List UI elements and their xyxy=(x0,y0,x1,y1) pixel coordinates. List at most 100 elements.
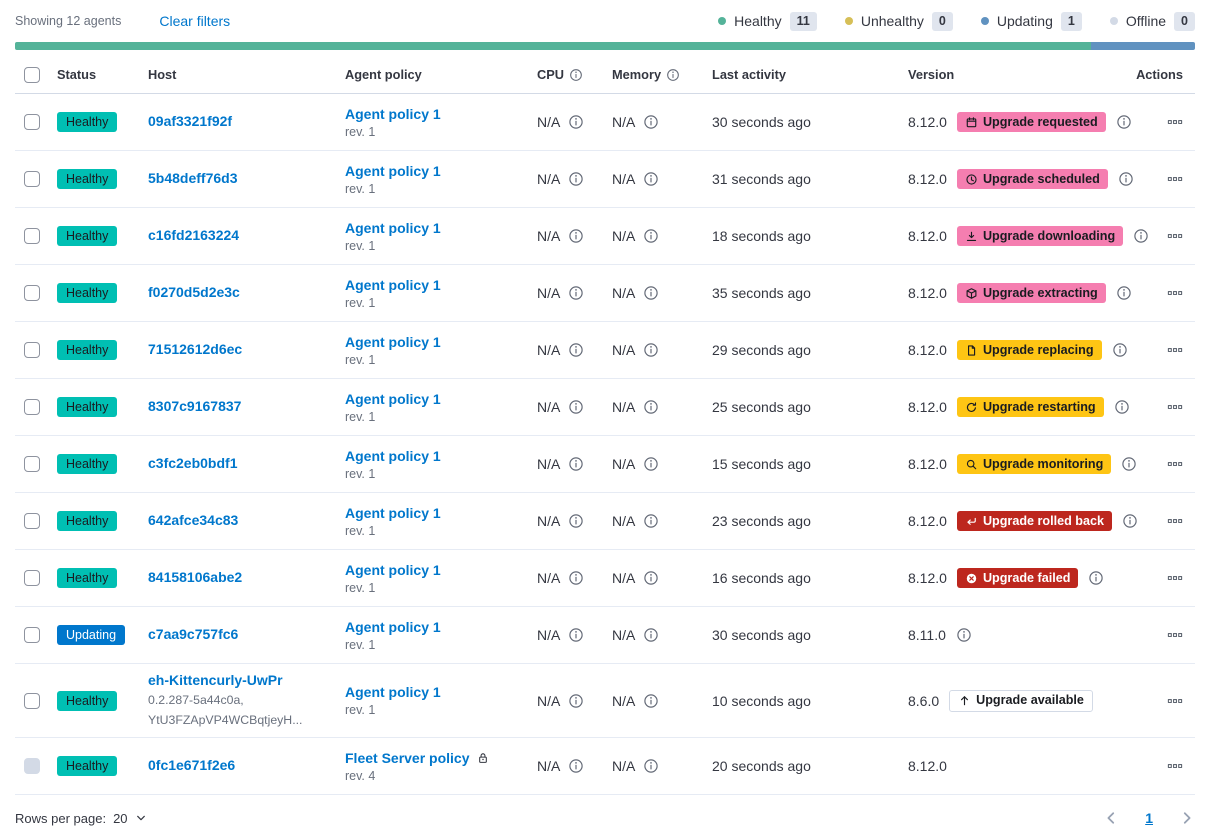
host-link[interactable]: 84158106abe2 xyxy=(148,569,243,585)
info-icon[interactable] xyxy=(956,627,972,643)
info-icon[interactable] xyxy=(568,513,584,529)
row-actions-button[interactable] xyxy=(1167,342,1183,358)
row-checkbox[interactable] xyxy=(24,570,40,586)
agent-policy-link[interactable]: Agent policy 1 xyxy=(345,618,441,635)
info-icon[interactable] xyxy=(643,399,659,415)
row-actions-button[interactable] xyxy=(1167,758,1183,774)
row-actions-button[interactable] xyxy=(1167,456,1183,472)
info-icon[interactable] xyxy=(568,171,584,187)
select-all-checkbox[interactable] xyxy=(24,66,40,83)
agent-policy-link[interactable]: Agent policy 1 xyxy=(345,447,441,464)
info-icon[interactable] xyxy=(643,171,659,187)
previous-page-button[interactable] xyxy=(1103,810,1119,826)
last-activity: 15 seconds ago xyxy=(712,456,811,472)
agent-policy-link[interactable]: Agent policy 1 xyxy=(345,105,441,122)
info-icon[interactable] xyxy=(1122,513,1138,529)
agent-policy-link[interactable]: Agent policy 1 xyxy=(345,390,441,407)
row-checkbox[interactable] xyxy=(24,285,40,301)
info-icon[interactable] xyxy=(643,285,659,301)
info-icon[interactable] xyxy=(643,570,659,586)
row-actions-button[interactable] xyxy=(1167,570,1183,586)
row-actions-button[interactable] xyxy=(1167,627,1183,643)
agent-policy-link[interactable]: Agent policy 1 xyxy=(345,561,441,578)
info-icon[interactable] xyxy=(1114,399,1130,415)
upgrade-status-badge: Upgrade failed xyxy=(956,568,1079,588)
row-checkbox[interactable] xyxy=(24,114,40,130)
row-actions-button[interactable] xyxy=(1167,285,1183,301)
rows-per-page-button[interactable]: Rows per page: 20 xyxy=(15,811,147,826)
host-link[interactable]: 09af3321f92f xyxy=(148,113,233,129)
clear-filters-link[interactable]: Clear filters xyxy=(159,13,231,29)
row-checkbox[interactable] xyxy=(24,456,40,472)
info-icon[interactable] xyxy=(568,693,584,709)
info-icon[interactable] xyxy=(1088,570,1104,586)
host-link[interactable]: f0270d5d2e3c xyxy=(148,284,240,300)
info-icon[interactable] xyxy=(568,570,584,586)
agent-version: 8.11.0 xyxy=(908,627,946,643)
host-link[interactable]: c3fc2eb0bdf1 xyxy=(148,455,238,471)
legend-item-healthy[interactable]: Healthy 11 xyxy=(718,11,817,31)
legend-label: Healthy xyxy=(734,13,782,29)
next-page-button[interactable] xyxy=(1179,810,1195,826)
row-actions-button[interactable] xyxy=(1167,399,1183,415)
info-icon[interactable] xyxy=(568,399,584,415)
legend-item-updating[interactable]: Updating 1 xyxy=(980,11,1082,31)
agent-policy-link[interactable]: Agent policy 1 xyxy=(345,504,441,521)
row-checkbox[interactable] xyxy=(24,627,40,643)
info-icon[interactable] xyxy=(1133,228,1149,244)
host-link[interactable]: 642afce34c83 xyxy=(148,512,239,528)
info-icon[interactable] xyxy=(568,285,584,301)
row-checkbox[interactable] xyxy=(24,692,40,709)
agent-policy-link[interactable]: Agent policy 1 xyxy=(345,162,441,179)
host-link[interactable]: 8307c9167837 xyxy=(148,398,242,414)
row-actions-button[interactable] xyxy=(1167,171,1183,187)
info-icon[interactable] xyxy=(568,114,584,130)
row-checkbox[interactable] xyxy=(24,513,40,529)
info-icon[interactable] xyxy=(1118,171,1134,187)
host-link[interactable]: c16fd2163224 xyxy=(148,227,240,243)
info-icon[interactable] xyxy=(1116,285,1132,301)
info-icon[interactable] xyxy=(643,456,659,472)
host-link[interactable]: 71512612d6ec xyxy=(148,341,243,357)
agent-policy-link[interactable]: Fleet Server policy xyxy=(345,749,470,766)
memory-value: N/A xyxy=(612,570,636,586)
row-actions-button[interactable] xyxy=(1167,693,1183,709)
legend-item-offline[interactable]: Offline 0 xyxy=(1109,11,1195,31)
host-link[interactable]: c7aa9c757fc6 xyxy=(148,626,239,642)
info-icon[interactable] xyxy=(568,758,584,774)
info-icon[interactable] xyxy=(643,693,659,709)
host-link[interactable]: eh-Kittencurly-UwPr xyxy=(148,671,283,688)
info-icon[interactable] xyxy=(643,342,659,358)
boxes-horizontal-icon xyxy=(1167,758,1183,774)
info-icon[interactable] xyxy=(569,68,583,82)
info-icon[interactable] xyxy=(568,342,584,358)
info-icon[interactable] xyxy=(1116,114,1132,130)
info-icon[interactable] xyxy=(568,627,584,643)
info-icon[interactable] xyxy=(666,68,680,82)
info-icon[interactable] xyxy=(643,228,659,244)
row-actions-button[interactable] xyxy=(1167,513,1183,529)
agent-policy-link[interactable]: Agent policy 1 xyxy=(345,276,441,293)
host-link[interactable]: 0fc1e671f2e6 xyxy=(148,757,236,773)
info-icon[interactable] xyxy=(643,513,659,529)
legend-item-unhealthy[interactable]: Unhealthy 0 xyxy=(844,11,953,31)
info-icon[interactable] xyxy=(1121,456,1137,472)
info-icon[interactable] xyxy=(643,114,659,130)
page-1-button[interactable]: 1 xyxy=(1145,810,1153,826)
agent-policy-link[interactable]: Agent policy 1 xyxy=(345,684,441,700)
row-checkbox[interactable] xyxy=(24,342,40,358)
info-icon[interactable] xyxy=(568,456,584,472)
row-checkbox[interactable] xyxy=(24,228,40,244)
row-checkbox[interactable] xyxy=(24,171,40,187)
row-checkbox[interactable] xyxy=(24,399,40,415)
info-icon[interactable] xyxy=(568,228,584,244)
row-actions-button[interactable] xyxy=(1167,228,1183,244)
agent-policy-link[interactable]: Agent policy 1 xyxy=(345,219,441,236)
agent-policy-link[interactable]: Agent policy 1 xyxy=(345,333,441,350)
info-icon[interactable] xyxy=(643,758,659,774)
info-icon[interactable] xyxy=(643,627,659,643)
row-actions-button[interactable] xyxy=(1167,114,1183,130)
host-link[interactable]: 5b48deff76d3 xyxy=(148,170,238,186)
info-icon[interactable] xyxy=(1112,342,1128,358)
health-bar-segment-healthy xyxy=(15,42,1092,50)
